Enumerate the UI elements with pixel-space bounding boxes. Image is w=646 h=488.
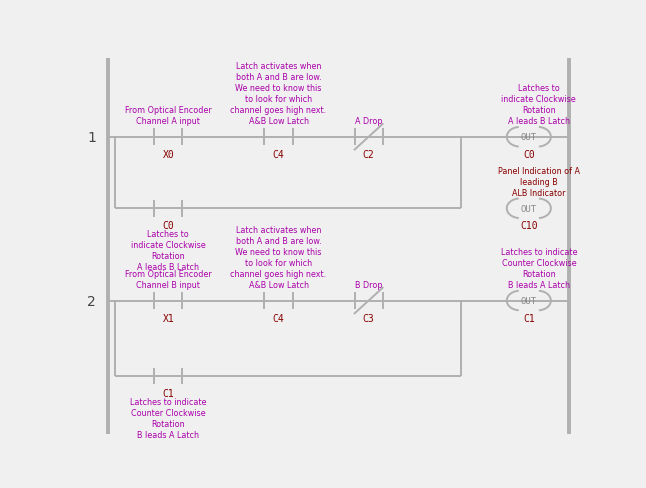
Text: OUT: OUT [521,133,537,142]
Text: OUT: OUT [521,296,537,305]
Text: X1: X1 [163,313,174,323]
Text: B Drop: B Drop [355,281,382,290]
Text: Latch activates when
both A and B are low.
We need to know this
to look for whic: Latch activates when both A and B are lo… [231,62,327,126]
Text: 2: 2 [87,294,96,308]
Text: C3: C3 [363,313,375,323]
Text: Latch activates when
both A and B are low.
We need to know this
to look for whic: Latch activates when both A and B are lo… [231,225,327,290]
Text: C1: C1 [163,388,174,398]
Text: C2: C2 [363,149,375,160]
Text: X0: X0 [163,149,174,160]
Text: From Optical Encoder
Channel B input: From Optical Encoder Channel B input [125,269,212,290]
Text: Latches to
indicate Clockwise
Rotation
A leads B Latch: Latches to indicate Clockwise Rotation A… [501,84,576,126]
Text: C0: C0 [163,221,174,231]
Text: C4: C4 [273,149,284,160]
Text: Latches to
indicate Clockwise
Rotation
A leads B Latch: Latches to indicate Clockwise Rotation A… [131,229,205,272]
Text: C10: C10 [520,221,537,231]
Text: Panel Indication of A
leading B
ALB Indicator: Panel Indication of A leading B ALB Indi… [498,166,580,198]
Text: OUT: OUT [521,204,537,213]
Text: C0: C0 [523,149,535,160]
Text: C4: C4 [273,313,284,323]
Text: 1: 1 [87,130,96,144]
Text: C1: C1 [523,313,535,323]
Text: A Drop: A Drop [355,117,382,126]
Text: Latches to indicate
Counter Clockwise
Rotation
B leads A Latch: Latches to indicate Counter Clockwise Ro… [130,397,207,439]
Text: Latches to indicate
Counter Clockwise
Rotation
B leads A Latch: Latches to indicate Counter Clockwise Ro… [501,247,577,290]
Text: From Optical Encoder
Channel A input: From Optical Encoder Channel A input [125,106,212,126]
